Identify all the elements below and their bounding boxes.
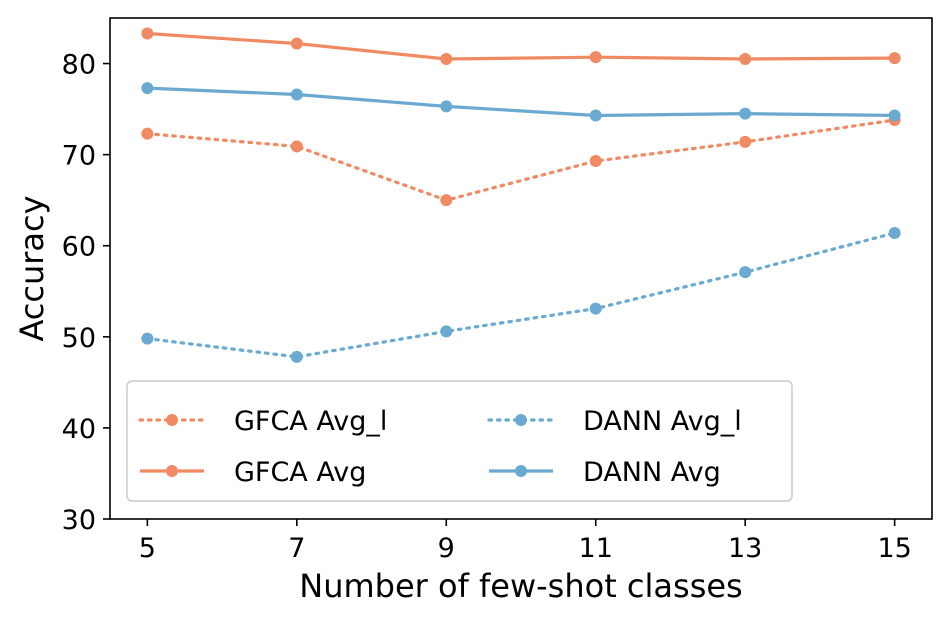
series-line	[147, 31, 895, 61]
legend-box	[126, 380, 793, 502]
data-point	[888, 109, 901, 122]
x-axis: 5 7 9 11 13 15	[139, 519, 912, 564]
data-point	[589, 109, 602, 122]
plot-frame	[109, 17, 933, 520]
y-tick-label: 80	[62, 50, 96, 81]
data-point	[440, 52, 453, 65]
data-point	[290, 37, 303, 50]
data-point	[290, 88, 303, 101]
legend-marker	[166, 414, 178, 426]
data-point	[888, 52, 901, 65]
series-line	[145, 231, 897, 359]
data-point	[739, 266, 752, 279]
legend-entry: GFCA Avg	[140, 457, 366, 488]
series-gfca-avg	[141, 27, 901, 65]
y-tick-label: 30	[62, 505, 96, 536]
data-point	[440, 194, 453, 207]
data-point	[739, 107, 752, 120]
legend-marker	[166, 465, 178, 477]
y-axis-label: Accuracy	[13, 195, 51, 341]
y-tick-label: 50	[62, 323, 96, 354]
y-tick-label: 70	[62, 141, 96, 172]
series-line	[147, 86, 895, 118]
series-gfca-avg-l	[141, 114, 901, 207]
data-point	[440, 325, 453, 338]
y-tick-label: 40	[62, 414, 96, 445]
data-point	[739, 52, 752, 65]
x-tick-label: 7	[288, 533, 305, 564]
data-point	[290, 350, 303, 363]
x-axis-label: Number of few-shot classes	[299, 567, 742, 605]
legend-label: DANN Avg_l	[583, 406, 742, 437]
data-point	[141, 332, 154, 345]
data-point	[141, 27, 154, 40]
legend-label: GFCA Avg	[234, 457, 366, 488]
y-tick-label: 60	[62, 232, 96, 263]
data-point	[290, 140, 303, 153]
y-axis: 30 40 50 60 70 80	[62, 50, 110, 536]
legend: GFCA Avg_l GFCA Avg DANN Avg_l DANN Avg	[126, 380, 793, 502]
series-line	[145, 118, 897, 202]
x-tick-label: 13	[728, 533, 762, 564]
plot-content	[141, 27, 901, 363]
data-point	[589, 302, 602, 315]
data-point	[589, 155, 602, 168]
legend-label: DANN Avg	[583, 457, 721, 488]
series-dann-avg-l	[141, 226, 901, 363]
legend-label: GFCA Avg_l	[234, 406, 387, 437]
x-tick-label: 11	[579, 533, 613, 564]
legend-entry: GFCA Avg_l	[138, 406, 387, 437]
data-point	[589, 51, 602, 64]
data-point	[739, 135, 752, 148]
series-dann-avg	[141, 82, 901, 122]
legend-marker	[515, 465, 527, 477]
legend-entry: DANN Avg	[489, 457, 721, 488]
x-tick-label: 15	[877, 533, 911, 564]
legend-marker	[515, 414, 527, 426]
x-tick-label: 5	[139, 533, 156, 564]
data-point	[141, 82, 154, 95]
data-point	[141, 127, 154, 140]
legend-entry: DANN Avg_l	[487, 406, 742, 437]
data-point	[440, 100, 453, 113]
data-point	[888, 226, 901, 239]
x-tick-label: 9	[438, 533, 455, 564]
